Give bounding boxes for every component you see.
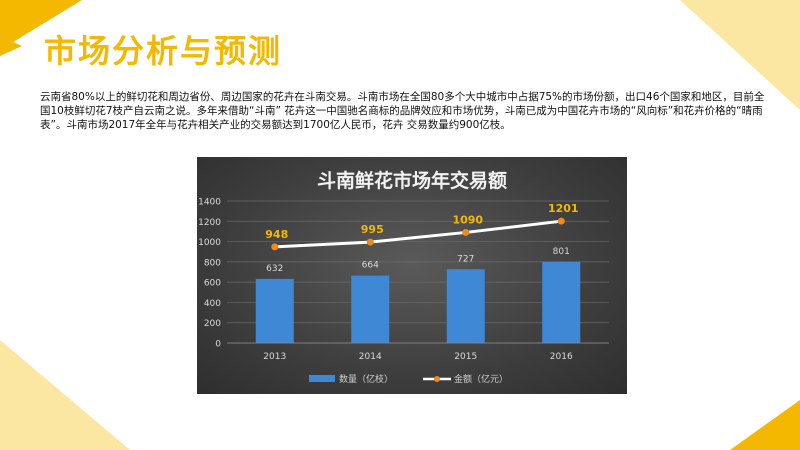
decor-triangle-top-right [680,0,800,110]
line-series [271,217,565,251]
line-point [462,228,470,236]
line-point [271,243,279,251]
bar [351,275,390,343]
decor-triangle-top-left [0,0,82,50]
y-axis: 0 200 400 600 800 1000 1200 1400 [198,198,221,350]
chart-legend: 数量（亿枝） 金额（亿元） [309,373,508,385]
series-line [274,219,562,249]
y-tick-label: 600 [204,279,221,289]
bar-data-label: 632 [266,264,283,274]
y-tick-label: 0 [215,340,221,350]
bar-series [255,261,581,343]
line-point [557,217,565,225]
page-title: 市场分析与预测 [44,32,283,70]
chart-title: 斗南鲜花市场年交易额 [317,169,507,192]
y-tick-label: 1000 [198,238,221,248]
bar-data-labels: 632 664 727 801 [266,247,570,274]
bar [446,269,485,343]
bar [542,261,581,343]
x-tick-label: 2014 [359,352,382,362]
x-tick-label: 2013 [263,352,286,362]
line-point [366,238,374,246]
line-data-labels: 948 995 1090 1201 [265,202,578,241]
x-tick-label: 2015 [454,352,477,362]
y-tick-label: 1400 [198,198,221,208]
y-tick-label: 800 [204,258,221,268]
line-data-label: 995 [361,223,384,236]
legend-line-marker [434,376,440,382]
legend-label-line: 金额（亿元） [454,373,508,385]
y-tick-label: 200 [204,319,221,329]
bar-data-label: 801 [553,247,570,257]
x-axis: 2013 2014 2015 2016 [227,342,609,362]
line-data-label: 1201 [548,202,579,215]
line-data-label: 948 [265,228,288,241]
x-tick-label: 2016 [550,352,573,362]
bar-data-label: 727 [457,254,474,264]
title-marker-icon [0,36,22,56]
bar [255,278,294,343]
chart-panel: 斗南鲜花市场年交易额 0 200 400 600 800 1000 1200 1400 632… [197,157,627,394]
legend-bar-swatch [309,375,335,382]
description-text: 云南省80%以上的鲜切花和周边省份、周边国家的花卉在斗南交易。斗南市场在全国80… [40,91,765,131]
legend-label-bar: 数量（亿枝） [339,373,393,385]
decor-triangle-bottom-right [730,400,800,450]
y-tick-label: 400 [204,299,221,309]
y-tick-label: 1200 [198,218,221,228]
bar-line-chart: 斗南鲜花市场年交易额 0 200 400 600 800 1000 1200 1400 632… [198,169,609,385]
bar-data-label: 664 [362,261,379,271]
line-data-label: 1090 [452,213,483,226]
decor-triangle-bottom-left [0,340,130,450]
